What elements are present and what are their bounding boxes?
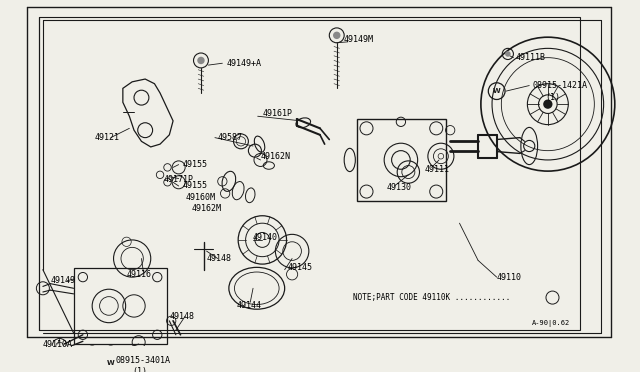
Text: 49110A: 49110A (43, 340, 73, 349)
Text: NOTE;PART CODE 49110K ............: NOTE;PART CODE 49110K ............ (353, 293, 510, 302)
Text: 49140: 49140 (253, 232, 278, 242)
Text: (1): (1) (545, 93, 560, 102)
Text: 49155: 49155 (182, 182, 207, 190)
Text: 49130: 49130 (387, 183, 412, 192)
Text: 49110: 49110 (497, 273, 522, 282)
Text: 49149+A: 49149+A (227, 59, 262, 68)
Circle shape (197, 57, 205, 64)
Text: 49160M: 49160M (185, 193, 215, 202)
Text: 08915-3401A: 08915-3401A (115, 356, 170, 365)
Text: 49148: 49148 (170, 312, 195, 321)
Circle shape (543, 99, 552, 109)
Text: 49171P: 49171P (164, 175, 194, 184)
Text: 49161P: 49161P (262, 109, 292, 118)
Text: 49149M: 49149M (343, 35, 373, 44)
Text: 49144: 49144 (236, 301, 261, 310)
Text: 49116: 49116 (127, 270, 152, 279)
Text: 49149: 49149 (51, 276, 76, 285)
Text: 49155: 49155 (182, 160, 207, 169)
Text: 49111B: 49111B (515, 53, 545, 62)
Circle shape (505, 51, 511, 57)
Text: (1): (1) (132, 368, 147, 372)
Text: 49162N: 49162N (260, 152, 291, 161)
Text: W: W (493, 88, 500, 94)
Text: 49148: 49148 (207, 254, 232, 263)
Text: 49162M: 49162M (191, 204, 221, 213)
Circle shape (333, 32, 340, 39)
Text: 49121: 49121 (95, 133, 120, 142)
Text: 49111: 49111 (424, 165, 449, 174)
Text: 49587: 49587 (218, 133, 243, 142)
Text: 49145: 49145 (287, 263, 312, 272)
Text: W: W (107, 360, 115, 366)
Text: 08915-1421A: 08915-1421A (532, 81, 587, 90)
Text: A-90|0.62: A-90|0.62 (532, 320, 570, 327)
